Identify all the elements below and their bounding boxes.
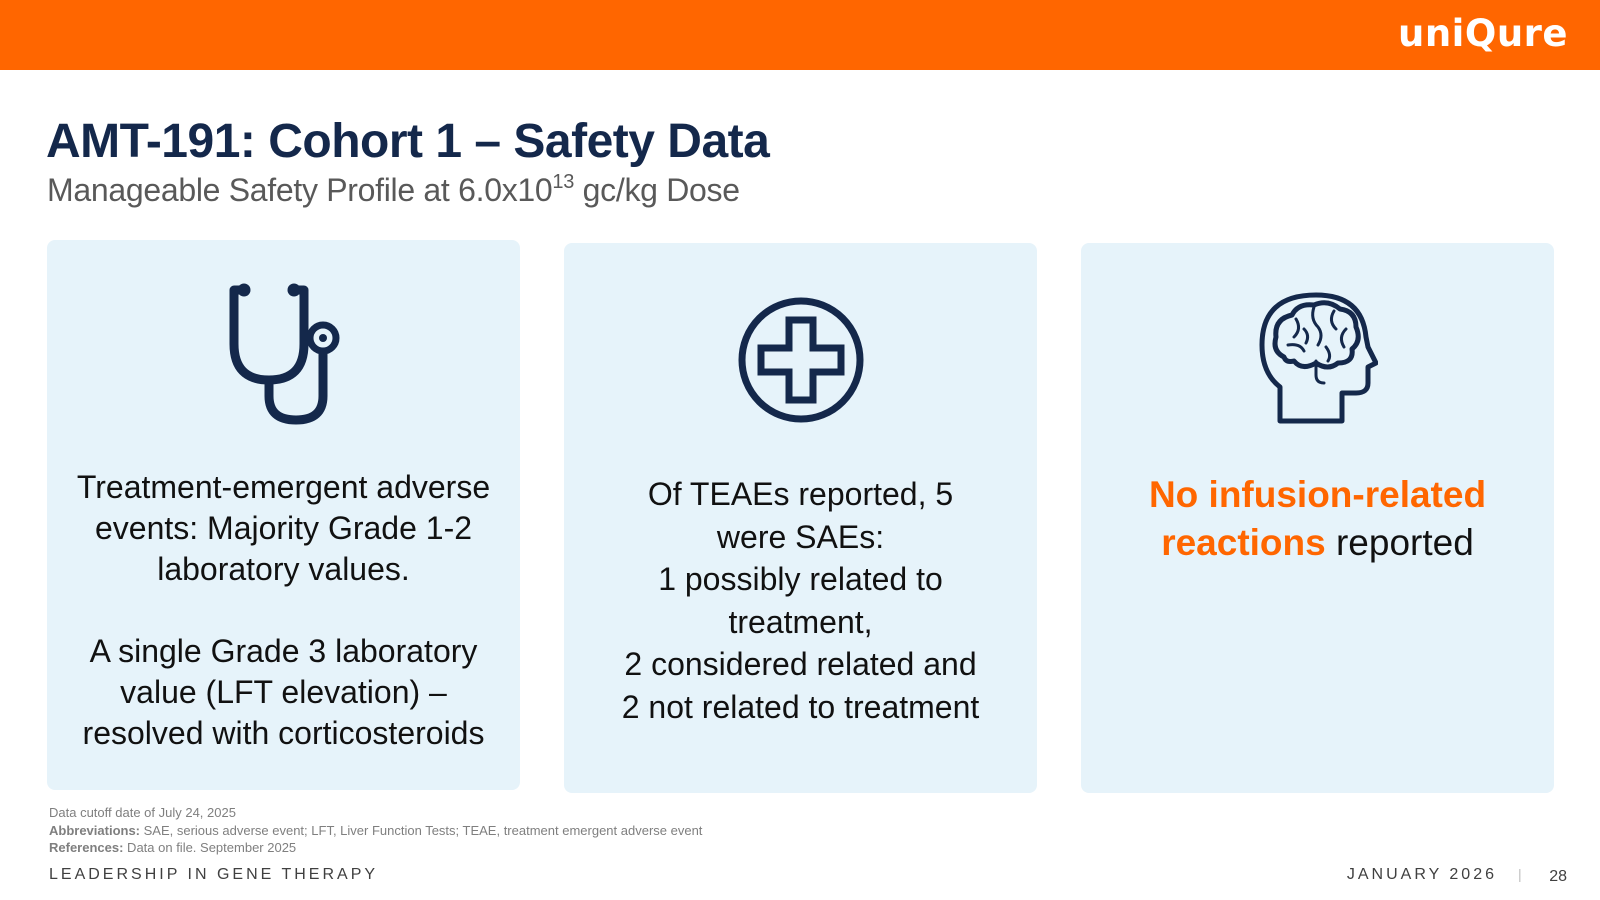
subtitle-exponent: 13 xyxy=(552,171,575,193)
card-teae-text: Treatment-emergent adverse events: Major… xyxy=(57,467,510,754)
footnotes: Data cutoff date of July 24, 2025 Abbrev… xyxy=(49,804,702,857)
card-saes: Of TEAEs reported, 5 were SAEs: 1 possib… xyxy=(564,243,1037,793)
footer-date: JANUARY 2026 xyxy=(1346,866,1497,883)
card-saes-line-1: Of TEAEs reported, 5 were SAEs: xyxy=(647,476,954,555)
card-saes-line-3: 2 considered related and xyxy=(624,646,977,683)
footnote-cutoff: Data cutoff date of July 24, 2025 xyxy=(49,805,236,820)
card-teae: Treatment-emergent adverse events: Major… xyxy=(47,240,520,790)
card-saes-line-4: 2 not related to treatment xyxy=(621,688,980,725)
subtitle-prefix: Manageable Safety Profile at 6.0x10 xyxy=(47,172,553,208)
card-infusion-rest: reported xyxy=(1325,522,1474,563)
card-infusion: No infusion-related reactions reported xyxy=(1081,243,1554,793)
card-infusion-highlight: No infusion-related reactions xyxy=(1148,474,1487,563)
stethoscope-icon xyxy=(224,280,344,430)
card-saes-text: Of TEAEs reported, 5 were SAEs: 1 possib… xyxy=(574,473,1027,729)
references-label: References: xyxy=(49,840,124,855)
page-number: 28 xyxy=(1549,868,1567,885)
company-logo: uniQure xyxy=(1398,12,1568,55)
abbreviations-label: Abbreviations: xyxy=(49,822,141,838)
subtitle-suffix: gc/kg Dose xyxy=(574,172,740,208)
slide-title: AMT-191: Cohort 1 – Safety Data xyxy=(46,115,770,168)
abbreviations-text: SAE, serious adverse event; LFT, Liver F… xyxy=(140,822,703,838)
card-infusion-text: No infusion-related reactions reported xyxy=(1091,471,1544,567)
card-teae-paragraph-1: Treatment-emergent adverse events: Major… xyxy=(76,469,491,587)
footnote-abbreviations: Abbreviations: SAE, serious adverse even… xyxy=(49,822,702,840)
medical-cross-icon xyxy=(736,295,866,425)
footer-separator: | xyxy=(1518,866,1522,882)
card-saes-line-2: 1 possibly related to treatment, xyxy=(658,561,943,640)
footer-tagline: LEADERSHIP IN GENE THERAPY xyxy=(49,866,379,883)
slide-subtitle: Manageable Safety Profile at 6.0x1013 gc… xyxy=(47,172,740,209)
references-text: Data on file. September 2025 xyxy=(123,840,297,855)
footnote-references: References: Data on file. September 2025 xyxy=(49,839,702,857)
brain-head-icon xyxy=(1258,289,1378,425)
top-brand-bar: uniQure xyxy=(0,0,1600,70)
card-teae-paragraph-2: A single Grade 3 laboratory value (LFT e… xyxy=(82,633,485,751)
